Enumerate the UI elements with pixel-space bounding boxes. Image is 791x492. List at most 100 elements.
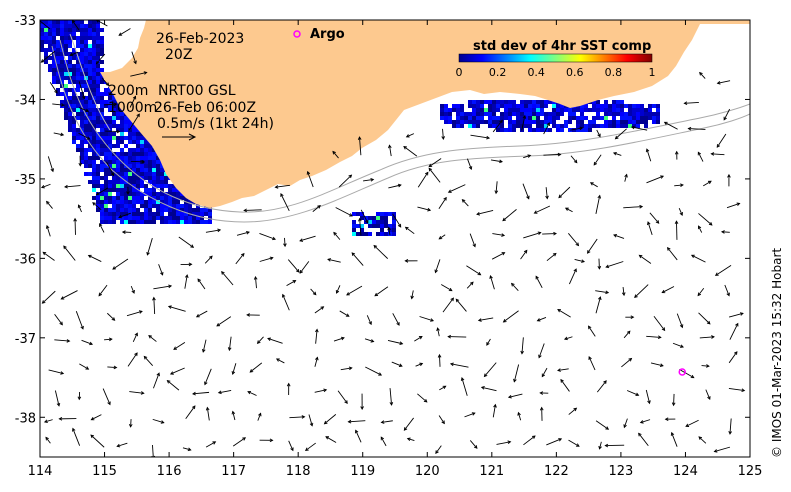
current-arrow: [305, 442, 316, 451]
sst-cell: [100, 216, 104, 220]
current-arrow: [403, 146, 418, 157]
current-arrow-head: [493, 403, 497, 408]
sst-cell: [68, 100, 72, 104]
current-arrow-head: [357, 136, 362, 141]
sst-cell: [104, 116, 108, 120]
current-arrow-head: [405, 134, 410, 138]
argo-legend-marker: [293, 30, 301, 38]
sst-cell: [124, 220, 128, 224]
sst-cell: [104, 168, 108, 172]
current-arrow: [557, 368, 569, 371]
sst-cell: [604, 104, 608, 108]
isobath-1000m: [51, 45, 750, 223]
current-arrow-head: [269, 256, 274, 261]
sst-cell: [592, 124, 596, 128]
sst-cell: [456, 124, 460, 128]
sst-cell: [480, 120, 484, 124]
sst-cell: [572, 112, 576, 116]
current-arrow-head: [661, 289, 666, 294]
sst-cell: [148, 200, 152, 204]
current-arrow: [653, 315, 666, 331]
sst-cell: [148, 176, 152, 180]
sst-cell: [60, 32, 64, 36]
sst-cell: [120, 208, 124, 212]
sst-cell: [104, 92, 108, 96]
sst-cell: [48, 68, 52, 72]
current-arrow: [495, 181, 498, 194]
sst-cell: [84, 40, 88, 44]
sst-cell: [508, 120, 512, 124]
sst-cell: [96, 180, 100, 184]
current-arrow: [78, 132, 91, 140]
sst-cell: [164, 184, 168, 188]
sst-cell: [156, 160, 160, 164]
sst-cell: [80, 72, 84, 76]
current-arrow: [128, 113, 140, 131]
sst-cell: [376, 224, 380, 228]
current-arrow: [484, 362, 497, 377]
current-arrow-head: [536, 318, 541, 322]
sst-cell: [124, 192, 128, 196]
sst-cell: [544, 124, 548, 128]
sst-cell: [492, 100, 496, 104]
sst-cell: [112, 116, 116, 120]
sst-cell: [108, 152, 112, 156]
current-arrow: [81, 339, 93, 345]
sst-cell: [92, 156, 96, 160]
current-arrow: [523, 435, 536, 446]
sst-cell: [624, 120, 628, 124]
current-arrow-head: [728, 431, 732, 435]
sst-cell: [72, 72, 76, 76]
current-arrow: [152, 444, 154, 457]
current-arrow-head: [634, 294, 638, 299]
sst-cell: [136, 220, 140, 224]
sst-cell: [96, 88, 100, 92]
current-arrow: [53, 132, 64, 136]
sst-cell: [44, 36, 48, 40]
current-arrow-head: [112, 266, 117, 270]
current-arrow-head: [267, 337, 272, 341]
current-arrow: [428, 158, 442, 168]
current-arrow-head: [398, 363, 403, 367]
current-arrow: [697, 287, 705, 296]
sst-cell: [80, 96, 84, 100]
sst-cell: [148, 144, 152, 148]
sst-cell: [92, 96, 96, 100]
sst-cell: [384, 220, 388, 224]
sst-cell: [64, 64, 68, 68]
current-arrow: [364, 338, 374, 343]
current-arrow: [639, 254, 652, 264]
current-arrow-head: [612, 151, 617, 156]
current-arrow-head: [714, 272, 719, 276]
argo-legend-label: Argo: [310, 27, 345, 42]
sst-cell: [520, 124, 524, 128]
sst-cell: [380, 216, 384, 220]
sst-cell: [576, 116, 580, 120]
current-arrow-head: [736, 202, 741, 206]
sst-cell: [92, 28, 96, 32]
current-arrow: [466, 281, 474, 289]
sst-cell: [52, 24, 56, 28]
current-arrow-head: [299, 270, 304, 274]
sst-cell: [80, 100, 84, 104]
sst-cell: [84, 24, 88, 28]
current-arrow-head: [593, 161, 598, 166]
current-arrow-head: [711, 335, 715, 339]
sst-cell: [76, 136, 80, 140]
current-arrow: [337, 390, 348, 404]
land-mass: [40, 20, 750, 208]
lat-tick-label: -35: [15, 173, 36, 188]
sst-cell: [204, 220, 208, 224]
sst-cell: [648, 104, 652, 108]
current-arrow-head: [46, 200, 50, 205]
sst-cell: [112, 212, 116, 216]
current-arrow: [117, 442, 128, 447]
current-arrow: [103, 103, 117, 106]
current-arrow-head: [501, 233, 506, 237]
current-arrow-head: [43, 419, 48, 424]
sst-cell: [104, 120, 108, 124]
current-arrow: [158, 264, 164, 276]
sst-cell: [80, 24, 84, 28]
sst-cell: [116, 124, 120, 128]
current-arrow: [405, 226, 415, 235]
